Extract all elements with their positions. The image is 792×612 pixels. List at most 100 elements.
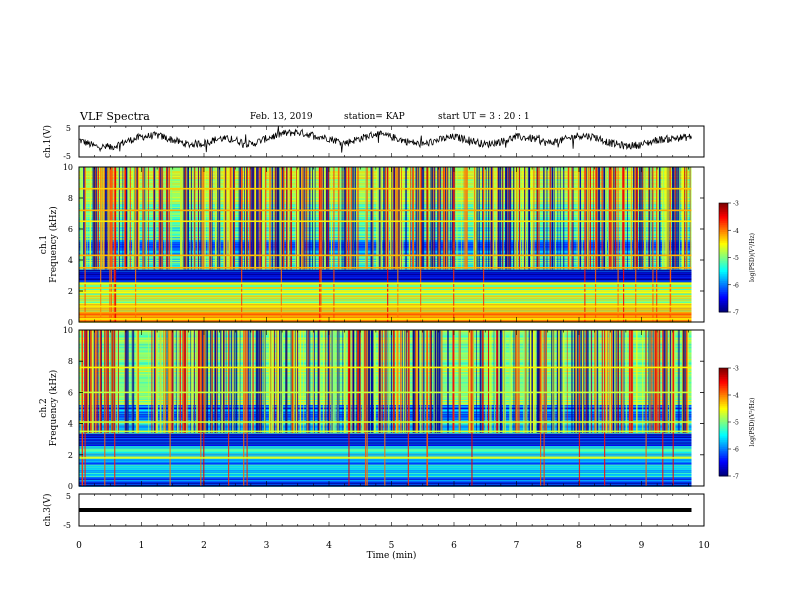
x-tick-label: 9 — [639, 541, 645, 551]
sferic-streak — [490, 330, 492, 433]
sferic-streak — [175, 330, 177, 433]
colorbar-step — [719, 266, 728, 269]
sferic-streak — [383, 167, 385, 270]
sferic-streak — [671, 330, 673, 433]
sferic-streak — [658, 167, 660, 270]
sferic-streak — [299, 167, 301, 270]
ch1-waveform-panel: 5 -5 ch.1(V) — [42, 124, 705, 161]
y-axis-label-frequency: Frequency (kHz) — [48, 206, 59, 283]
sferic-streak — [182, 167, 183, 270]
colorbar-step — [719, 404, 728, 407]
sferic-streak — [176, 330, 178, 433]
sferic-streak — [343, 167, 345, 270]
sferic-streak — [124, 330, 126, 433]
strong-event — [669, 167, 672, 322]
sferic-streak — [676, 167, 678, 270]
sferic-streak — [494, 330, 496, 433]
sferic-streak — [357, 330, 359, 433]
sferic-streak — [290, 330, 293, 433]
colorbar-step — [719, 395, 728, 398]
strong-event — [364, 330, 367, 486]
colorbar-step — [719, 413, 728, 416]
sferic-streak — [210, 167, 211, 270]
strong-event — [104, 330, 106, 486]
sferic-streak — [264, 167, 267, 270]
sferic-streak — [367, 167, 368, 270]
sferic-streak — [255, 167, 258, 270]
sferic-streak — [208, 167, 211, 270]
sferic-streak — [293, 330, 295, 433]
sferic-streak — [545, 330, 547, 433]
sferic-streak — [244, 330, 247, 433]
sferic-streak — [337, 167, 340, 270]
sferic-streak — [536, 167, 539, 270]
sferic-streak — [314, 167, 316, 270]
strong-event — [426, 330, 428, 486]
sferic-streak — [430, 167, 432, 270]
sferic-streak — [576, 167, 578, 270]
sferic-streak — [436, 330, 437, 433]
sferic-streak — [535, 330, 537, 433]
strong-event — [407, 330, 409, 486]
sferic-streak — [217, 330, 219, 433]
sferic-streak — [167, 330, 170, 433]
sferic-streak — [92, 330, 94, 433]
strong-event — [656, 167, 658, 322]
colorbar-step — [719, 402, 728, 405]
colorbar-step — [719, 233, 728, 237]
sferic-streak — [654, 330, 656, 433]
sferic-streak — [586, 167, 588, 270]
colorbar-step — [719, 432, 728, 436]
sferic-streak — [108, 167, 110, 270]
sferic-streak — [466, 167, 468, 270]
sferic-streak — [402, 330, 405, 433]
sferic-streak — [319, 330, 321, 433]
sferic-streak — [354, 167, 357, 270]
colorbar-step — [719, 279, 728, 282]
sferic-streak — [235, 330, 238, 433]
strong-event — [227, 330, 230, 486]
sferic-streak — [353, 167, 355, 270]
sferic-streak — [593, 167, 594, 270]
sferic-streak — [250, 167, 252, 270]
sferic-streak — [421, 167, 423, 270]
strong-event — [169, 330, 171, 486]
sferic-streak — [232, 167, 234, 270]
sferic-streak — [142, 167, 144, 270]
sferic-streak — [636, 167, 639, 270]
sferic-streak — [426, 167, 428, 270]
sferic-streak — [428, 167, 430, 270]
sferic-streak — [226, 167, 228, 270]
sferic-streak — [597, 167, 600, 270]
x-tick-label: 0 — [76, 541, 82, 551]
strong-event — [622, 167, 625, 322]
sferic-streak — [368, 330, 371, 433]
sferic-streak — [367, 330, 370, 433]
sferic-streak — [447, 330, 449, 433]
sferic-streak — [168, 167, 170, 270]
spectrum-stripe — [79, 294, 692, 296]
sferic-streak — [356, 167, 358, 270]
sferic-streak — [468, 330, 471, 433]
colorbar-step — [719, 369, 728, 373]
sferic-streak — [493, 167, 495, 270]
sferic-streak — [363, 330, 365, 433]
sferic-streak — [252, 167, 255, 270]
colorbar-step — [719, 204, 728, 208]
y-tick-label: 10 — [63, 326, 73, 335]
sferic-streak — [152, 330, 154, 433]
sferic-streak — [386, 330, 388, 433]
sferic-streak — [476, 167, 478, 270]
y-tick-label: 8 — [68, 357, 73, 366]
sferic-streak — [170, 330, 172, 433]
spectrum-stripe — [79, 309, 692, 311]
sferic-streak — [402, 330, 403, 433]
sferic-streak — [541, 330, 543, 433]
sferic-streak — [204, 167, 206, 270]
spectrum-stripe — [79, 316, 692, 318]
sferic-streak — [662, 167, 663, 270]
strong-event — [594, 167, 597, 322]
sferic-streak — [405, 167, 407, 270]
sferic-streak — [214, 167, 217, 270]
colorbar-step — [719, 449, 728, 452]
